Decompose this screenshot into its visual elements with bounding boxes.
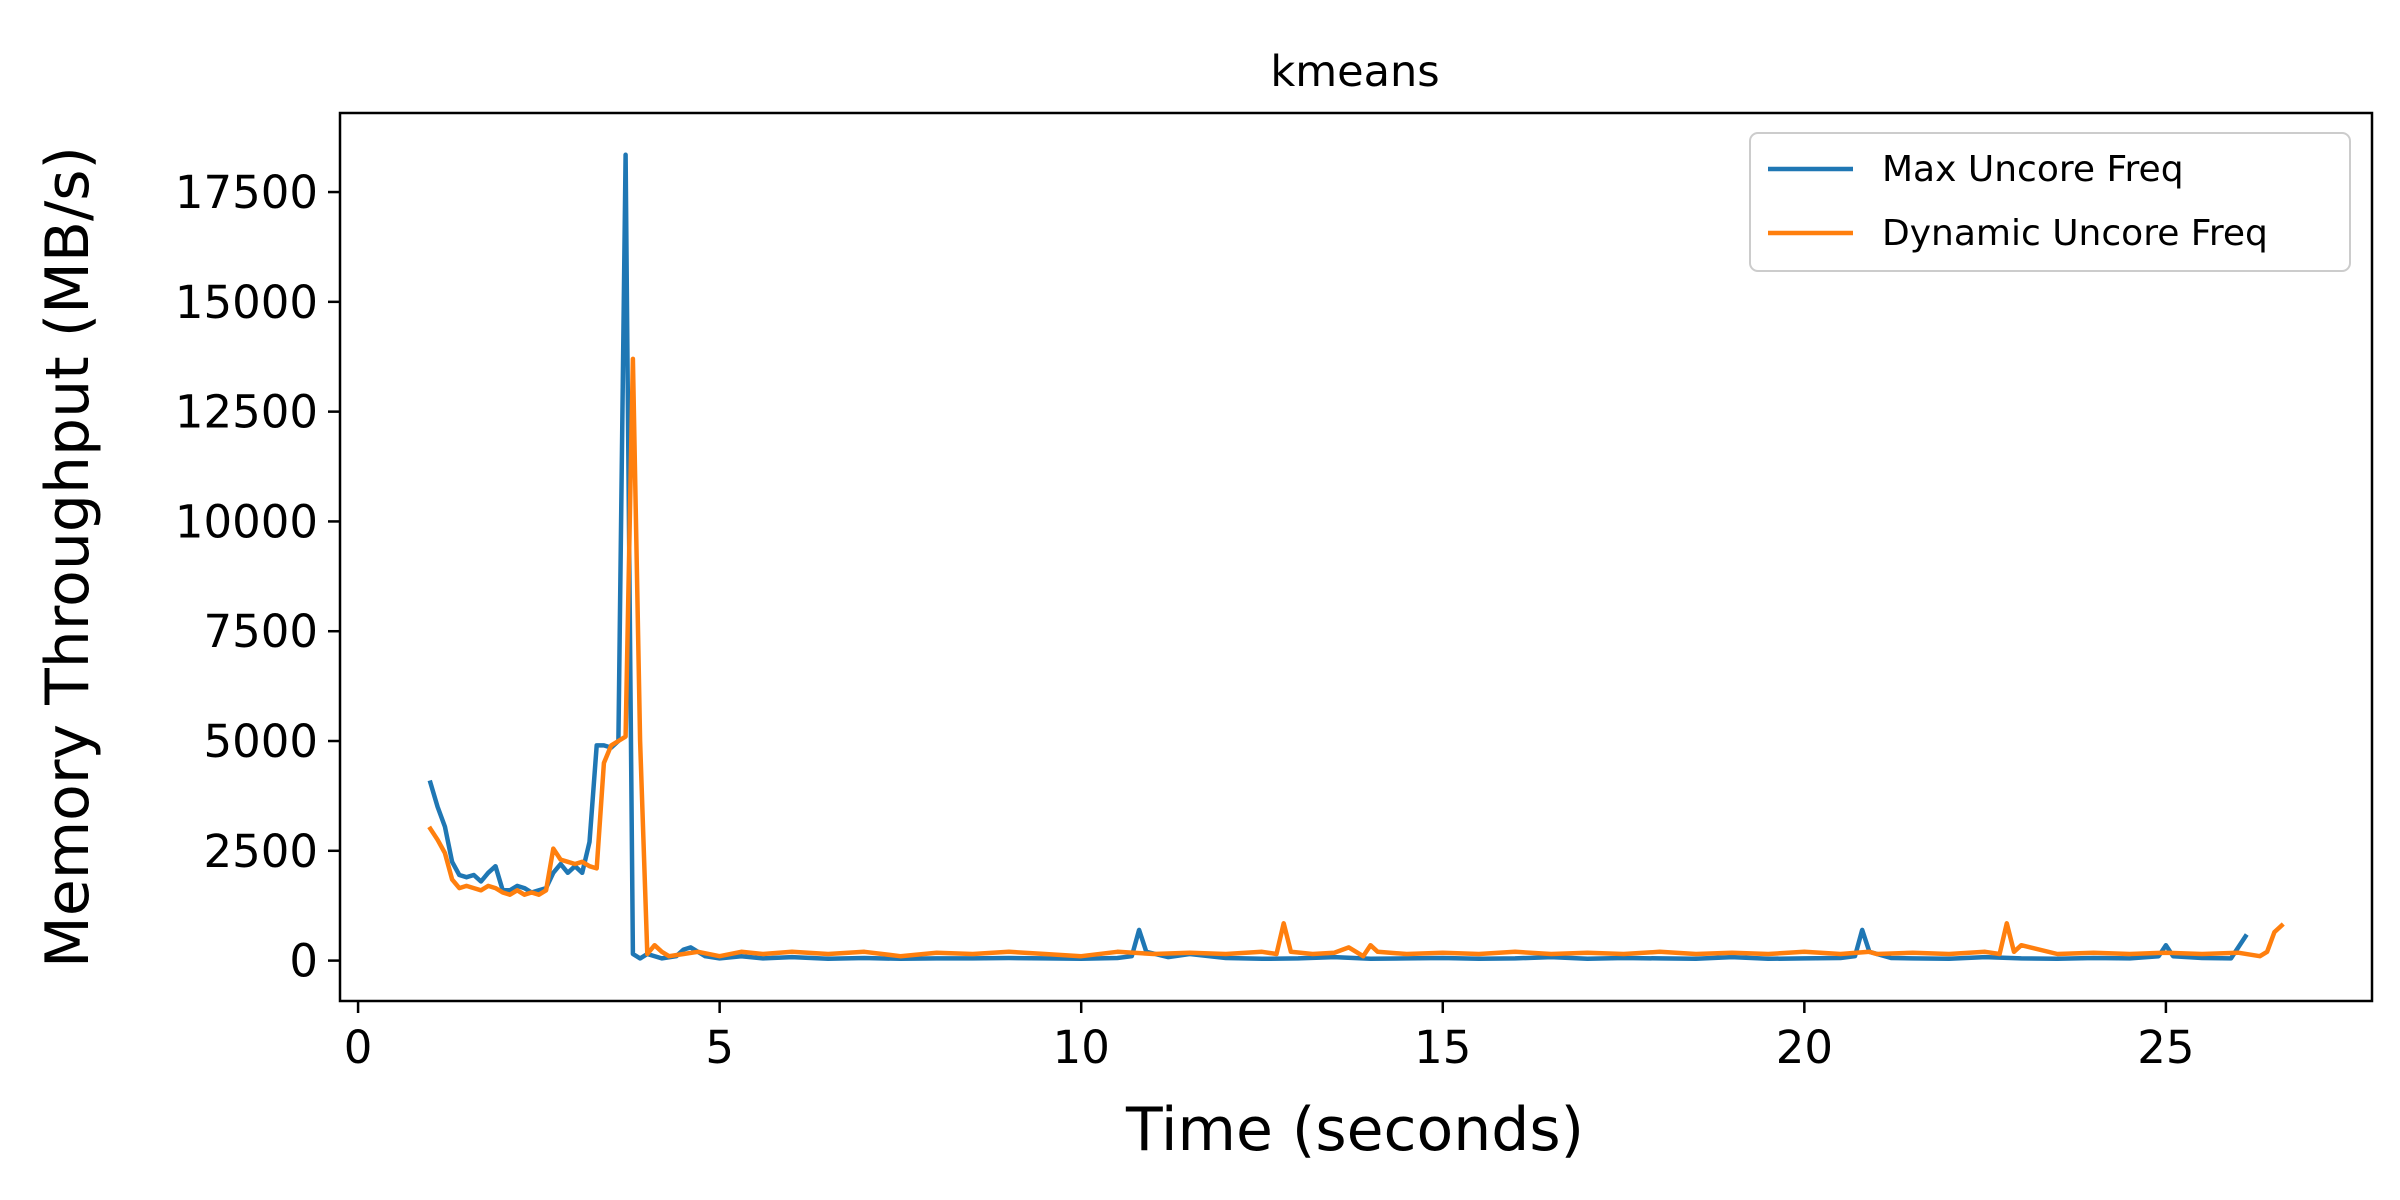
x-tick-label: 15 (1414, 1021, 1471, 1074)
legend-label-max-uncore-freq: Max Uncore Freq (1882, 149, 2184, 190)
x-axis: 0 5 10 15 20 25 (344, 1001, 2195, 1074)
series-line-max-uncore-freq (427, 152, 2249, 962)
chart-title: kmeans (1270, 47, 1439, 97)
y-axis: 0 2500 5000 7500 10000 12500 15000 17500 (175, 166, 340, 988)
x-tick-label: 20 (1776, 1021, 1833, 1074)
y-tick-label: 7500 (203, 605, 318, 658)
plot-area (338, 111, 2374, 1003)
x-tick-label: 0 (344, 1021, 373, 1074)
y-tick-label: 5000 (203, 715, 318, 768)
plot-frame (338, 111, 2374, 1003)
x-tick-label: 25 (2137, 1021, 2194, 1074)
legend-label-dynamic-uncore-freq: Dynamic Uncore Freq (1882, 213, 2268, 254)
series-line-dynamic-uncore-freq (427, 356, 2285, 959)
legend-box (1749, 132, 2351, 272)
x-tick-label: 5 (705, 1021, 734, 1074)
y-tick-label: 2500 (203, 825, 318, 878)
legend: Max Uncore Freq Dynamic Uncore Freq (1749, 132, 2351, 272)
y-axis-label: Memory Throughput (MB/s) (33, 146, 103, 968)
y-tick-label: 12500 (175, 386, 318, 439)
y-tick-label: 15000 (175, 276, 318, 329)
y-tick-label: 0 (289, 935, 318, 988)
y-tick-label: 10000 (175, 495, 318, 548)
x-tick-label: 10 (1053, 1021, 1110, 1074)
x-axis-label: Time (seconds) (1125, 1095, 1584, 1165)
y-tick-label: 17500 (175, 166, 318, 219)
series-layer (427, 152, 2285, 962)
